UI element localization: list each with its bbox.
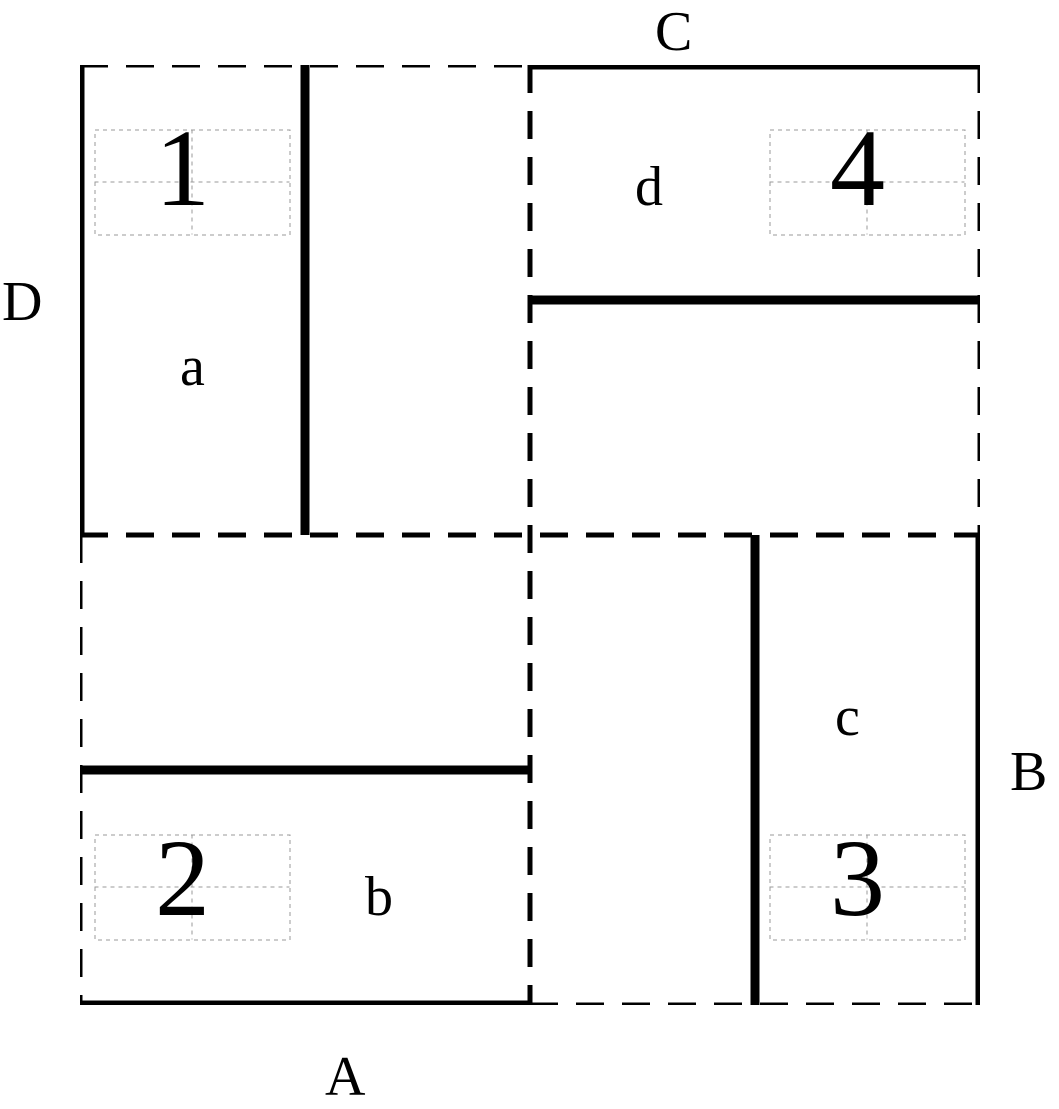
- cell-label-a: a: [180, 335, 205, 399]
- cell-label-b: b: [365, 865, 393, 929]
- diagram-container: A B C D a b c d 1 2 3 4: [80, 65, 980, 1005]
- cell-label-d: d: [635, 155, 663, 219]
- numeral-label-3: 3: [830, 815, 885, 942]
- numeral-label-4: 4: [830, 105, 885, 232]
- numeral-label-2: 2: [155, 815, 210, 942]
- edge-label-B: B: [1010, 740, 1047, 804]
- numeral-label-1: 1: [155, 105, 210, 232]
- edge-label-C: C: [655, 0, 692, 64]
- cell-label-c: c: [835, 685, 860, 749]
- edge-label-D: D: [2, 270, 42, 334]
- edge-label-A: A: [325, 1045, 365, 1109]
